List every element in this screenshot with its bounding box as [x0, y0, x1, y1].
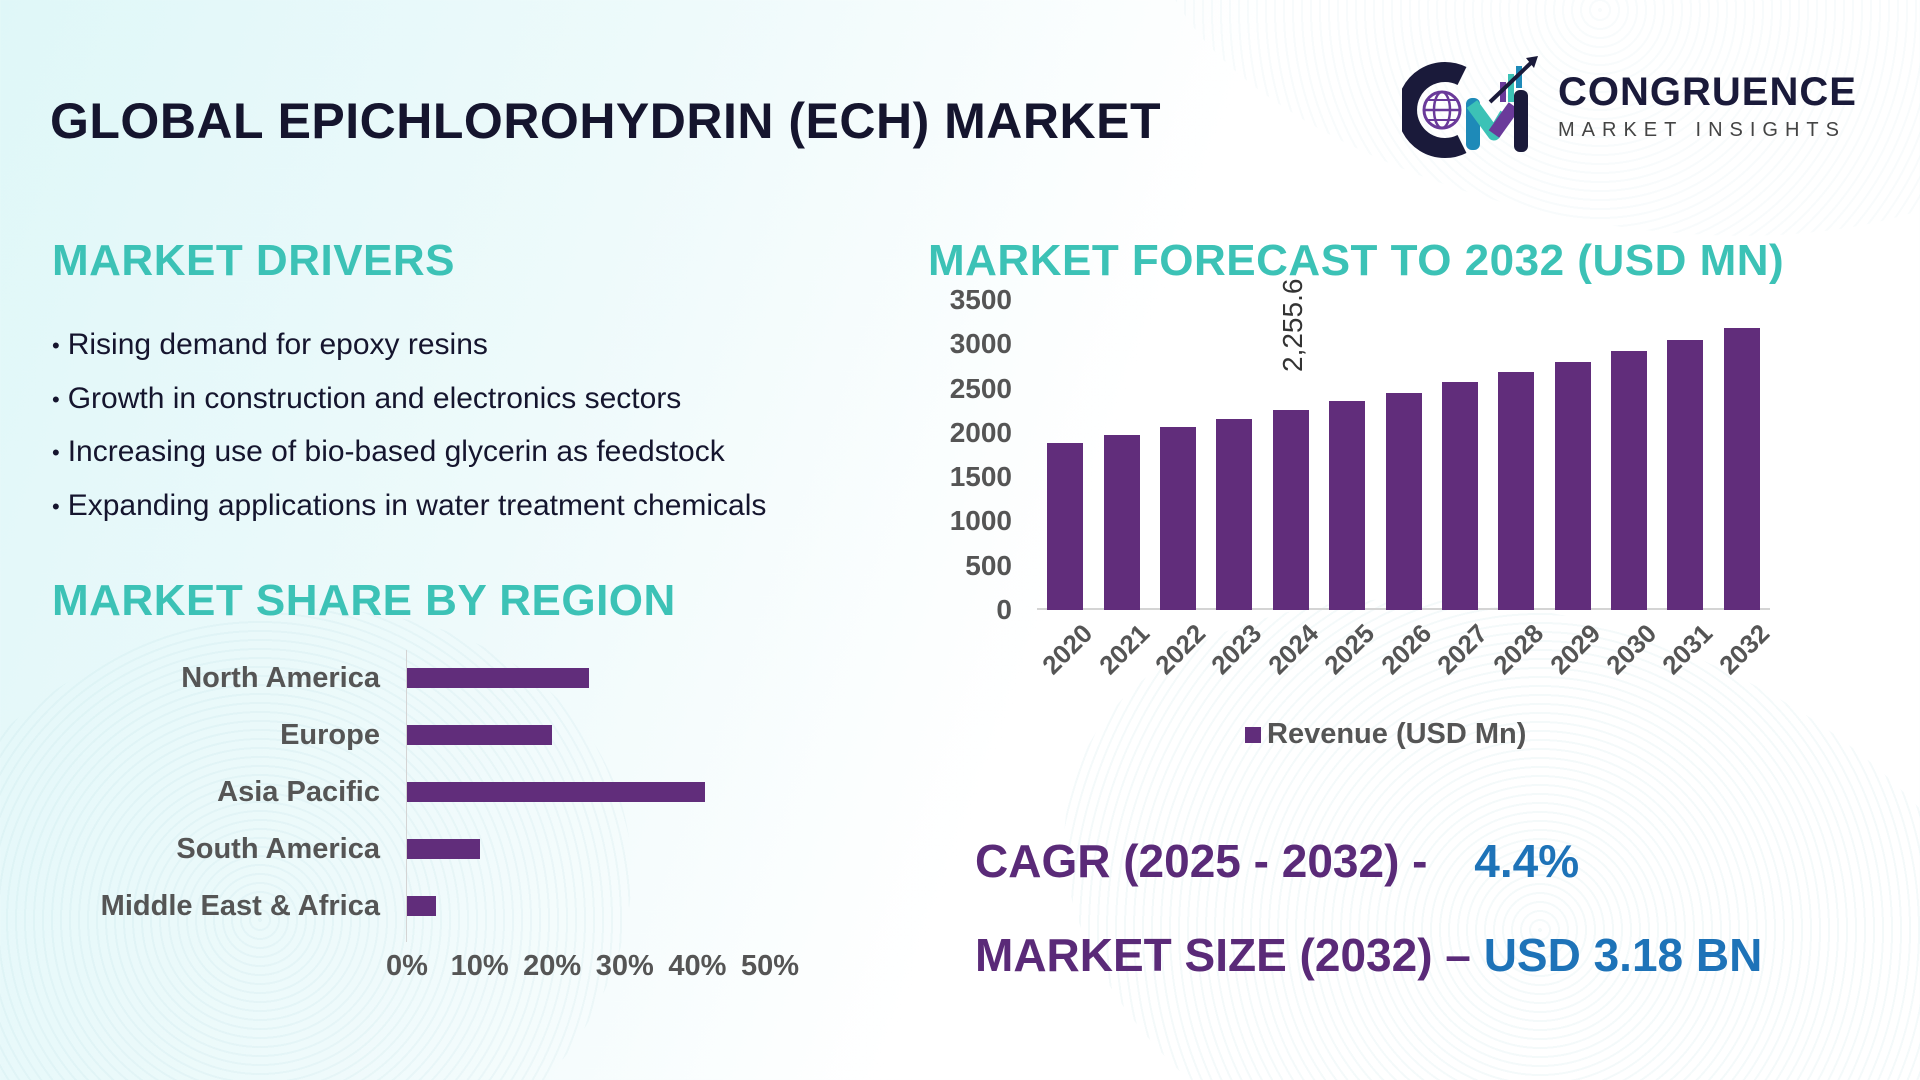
y-tick-label: 1000: [949, 505, 1012, 537]
bar-data-label: 2,255.6: [1276, 278, 1308, 373]
y-tick-label: 3500: [949, 284, 1012, 315]
x-tick-label: 2031: [1656, 618, 1719, 681]
forecast-bar-2022: [1159, 427, 1196, 610]
drivers-heading: MARKET DRIVERS: [52, 236, 456, 285]
y-tick-label: 0: [996, 594, 1012, 625]
market-size-stat: MARKET SIZE (2032) – USD 3.18 BN: [975, 928, 1762, 982]
x-tick-label: 2028: [1487, 618, 1550, 681]
forecast-bar-2025: [1329, 401, 1366, 610]
bullet-icon: •: [52, 440, 60, 466]
brand-logo: CONGRUENCE MARKET INSIGHTS: [1397, 54, 1857, 158]
logo-tagline: MARKET INSIGHTS: [1558, 119, 1846, 141]
driver-item: • Growth in construction and electronics …: [52, 381, 682, 415]
forecast-bar-2021: [1103, 434, 1140, 610]
x-tick-label: 20%: [523, 950, 582, 982]
x-tick-label: 10%: [450, 950, 509, 982]
x-tick-label: 2020: [1036, 618, 1099, 681]
x-tick-label: 2022: [1149, 618, 1212, 681]
driver-item: • Expanding applications in water treatme…: [52, 488, 767, 522]
region-row: Middle East & Africa: [40, 886, 380, 926]
market-size-value: USD 3.18 BN: [1483, 929, 1763, 981]
x-tick-label: 2025: [1318, 618, 1381, 681]
cagr-stat: CAGR (2025 - 2032) - 4.4%: [975, 834, 1579, 888]
forecast-bar-2020: [1047, 442, 1084, 610]
region-label: Middle East & Africa: [100, 889, 380, 922]
x-tick-label: 30%: [595, 950, 654, 982]
driver-item: • Rising demand for epoxy resins: [52, 328, 488, 361]
bullet-icon: •: [52, 333, 60, 359]
forecast-bar-2029: [1554, 362, 1591, 610]
forecast-bar-2031: [1667, 339, 1704, 610]
y-axis-ticks: 0 500 1000 1500 2000 2500 3000 3500: [920, 284, 1012, 625]
forecast-bar-2024: 2,255.6: [1272, 279, 1309, 610]
x-tick-label: 2032: [1712, 618, 1776, 681]
x-tick-label: 40%: [668, 950, 727, 982]
region-label: North America: [181, 661, 380, 694]
region-row: Asia Pacific: [40, 772, 380, 812]
region-row: Europe: [40, 715, 380, 755]
region-label: Asia Pacific: [217, 775, 380, 808]
x-tick-label: 0%: [386, 950, 428, 982]
x-tick-label: 2024: [1261, 618, 1324, 681]
region-label: South America: [176, 832, 380, 865]
y-tick-label: 1500: [949, 461, 1012, 493]
cagr-label: CAGR (2025 - 2032) -: [975, 835, 1428, 887]
forecast-bar-2027: [1441, 382, 1478, 610]
region-bar: [407, 839, 480, 859]
y-tick-label: 2500: [949, 372, 1012, 404]
driver-item: • Increasing use of bio-based glycerin as…: [52, 435, 725, 468]
forecast-bar-2030: [1611, 351, 1648, 610]
legend-label: Revenue (USD Mn): [1267, 718, 1527, 750]
x-tick-label: 50%: [740, 950, 800, 982]
region-row: South America: [40, 829, 380, 869]
region-bar: [407, 725, 553, 745]
x-tick-label: 2027: [1430, 618, 1494, 681]
region-row: North America: [40, 658, 380, 698]
x-tick-label: 2021: [1092, 618, 1155, 681]
region-share-bar-chart: 0% 10% 20% 30% 40% 50% North America Europe Asi…: [40, 650, 820, 1010]
bullet-icon: •: [52, 493, 60, 519]
region-bar: [407, 668, 589, 688]
forecast-bar-2028: [1498, 372, 1535, 610]
forecast-bar-2023: [1216, 419, 1253, 610]
y-tick-label: 3000: [949, 328, 1012, 360]
x-tick-label: 2023: [1205, 618, 1268, 681]
y-tick-label: 500: [965, 549, 1012, 581]
drivers-list: • Rising demand for epoxy resins • Growth …: [52, 323, 766, 537]
x-tick-label: 2026: [1374, 618, 1437, 681]
region-label: Europe: [280, 718, 380, 751]
logo-monogram-icon: [1397, 54, 1552, 158]
forecast-bar-chart: 0 500 1000 1500 2000 2500 3000 3500 2,255.6 202…: [920, 279, 1860, 760]
forecast-heading: MARKET FORECAST TO 2032 (USD MN): [928, 236, 1785, 285]
market-size-label: MARKET SIZE (2032) –: [975, 929, 1471, 981]
region-bar: [407, 782, 705, 802]
legend-swatch-icon: [1245, 726, 1261, 743]
bullet-icon: •: [52, 386, 60, 412]
region-heading: MARKET SHARE BY REGION: [52, 576, 676, 625]
page-title: GLOBAL EPICHLOROHYDRIN (ECH) MARKET: [50, 93, 1162, 149]
x-tick-label: 2029: [1543, 618, 1606, 681]
x-tick-label: 2030: [1600, 618, 1663, 681]
plot-area: 2,255.6: [1037, 279, 1770, 610]
logo-brand-name: CONGRUENCE: [1558, 70, 1857, 114]
chart-legend: Revenue (USD Mn): [1245, 718, 1526, 751]
y-axis-line: [406, 650, 407, 942]
forecast-bar-2032: [1723, 328, 1760, 610]
y-tick-label: 2000: [949, 416, 1012, 448]
x-axis-ticks: 2020 2021 2022 2023 2024 2025 2026 2027 2028 2029…: [1036, 618, 1775, 718]
cagr-value: 4.4%: [1474, 835, 1580, 887]
forecast-bar-2026: [1385, 392, 1422, 610]
region-bar: [407, 896, 437, 916]
